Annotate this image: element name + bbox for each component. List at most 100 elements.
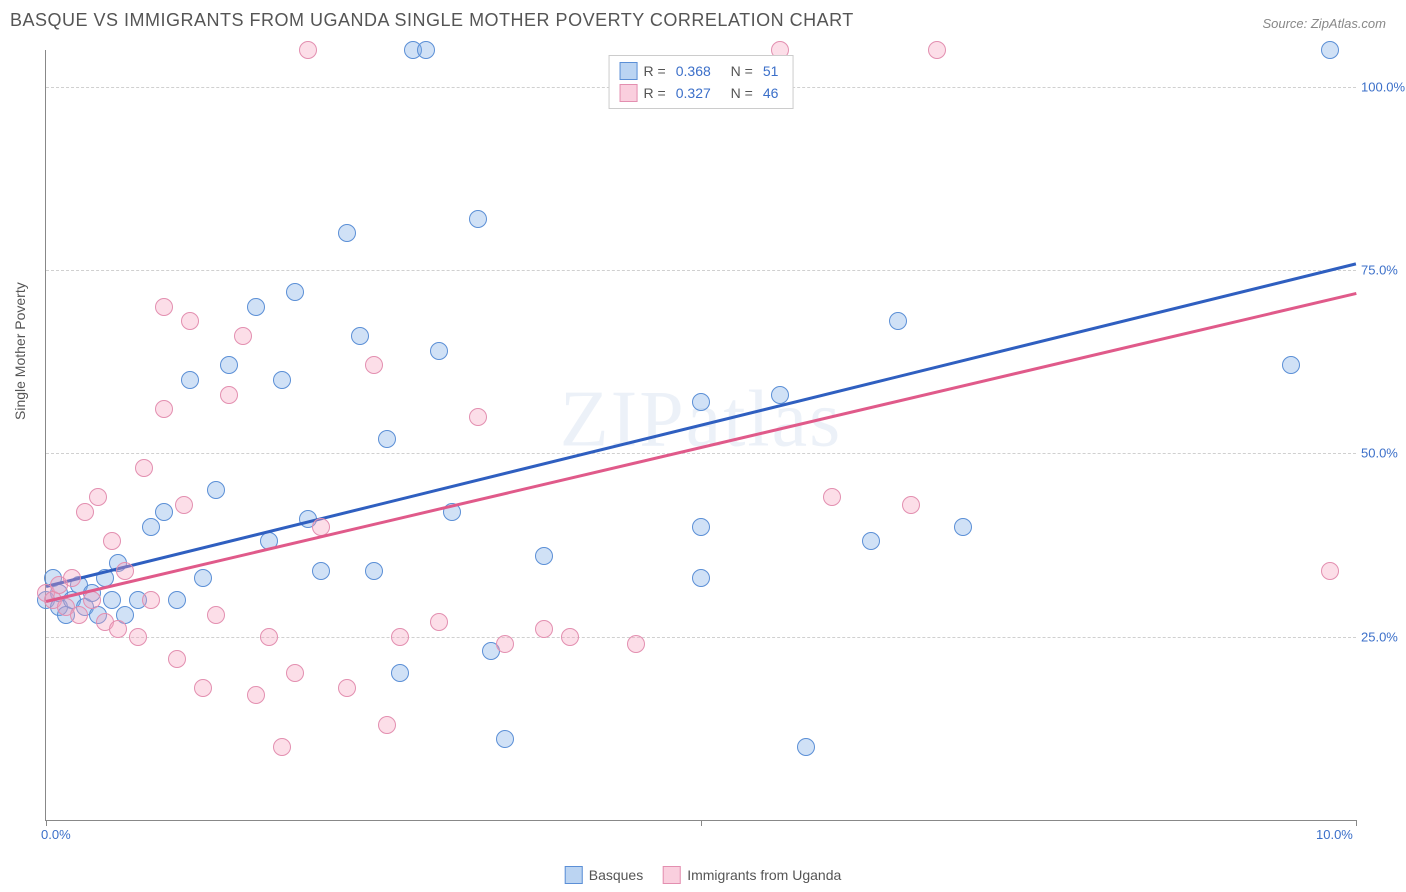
data-point <box>430 613 448 631</box>
swatch-pink <box>620 84 638 102</box>
data-point <box>247 298 265 316</box>
data-point <box>63 569 81 587</box>
gridline <box>46 270 1356 271</box>
legend-label: Immigrants from Uganda <box>687 867 841 883</box>
data-point <box>1282 356 1300 374</box>
data-point <box>417 41 435 59</box>
y-tick-label: 100.0% <box>1361 79 1406 94</box>
data-point <box>692 569 710 587</box>
source-link[interactable]: ZipAtlas.com <box>1311 16 1386 31</box>
x-tick <box>46 820 47 826</box>
data-point <box>207 606 225 624</box>
chart-title: BASQUE VS IMMIGRANTS FROM UGANDA SINGLE … <box>10 10 854 31</box>
data-point <box>155 298 173 316</box>
data-point <box>378 716 396 734</box>
data-point <box>1321 562 1339 580</box>
data-point <box>142 591 160 609</box>
data-point <box>168 650 186 668</box>
data-point <box>273 738 291 756</box>
data-point <box>627 635 645 653</box>
x-tick <box>701 820 702 826</box>
data-point <box>194 569 212 587</box>
data-point <box>70 606 88 624</box>
data-point <box>430 342 448 360</box>
data-point <box>116 562 134 580</box>
data-point <box>135 459 153 477</box>
legend-item: Basques <box>565 866 643 884</box>
data-point <box>234 327 252 345</box>
data-point <box>299 41 317 59</box>
data-point <box>692 393 710 411</box>
legend-item: Immigrants from Uganda <box>663 866 841 884</box>
data-point <box>273 371 291 389</box>
data-point <box>220 386 238 404</box>
data-point <box>469 210 487 228</box>
data-point <box>365 562 383 580</box>
data-point <box>207 481 225 499</box>
correlation-legend: R =0.368 N =51 R =0.327 N =46 <box>609 55 794 109</box>
swatch-blue <box>565 866 583 884</box>
data-point <box>194 679 212 697</box>
data-point <box>181 371 199 389</box>
data-point <box>823 488 841 506</box>
data-point <box>378 430 396 448</box>
data-point <box>260 628 278 646</box>
data-point <box>954 518 972 536</box>
legend-row: R =0.368 N =51 <box>620 60 783 82</box>
data-point <box>220 356 238 374</box>
data-point <box>103 532 121 550</box>
data-point <box>89 488 107 506</box>
data-point <box>286 664 304 682</box>
data-point <box>496 635 514 653</box>
legend-row: R =0.327 N =46 <box>620 82 783 104</box>
source-label: Source: ZipAtlas.com <box>1262 16 1386 31</box>
data-point <box>103 591 121 609</box>
y-tick-label: 75.0% <box>1361 263 1406 278</box>
data-point <box>862 532 880 550</box>
data-point <box>247 686 265 704</box>
data-point <box>181 312 199 330</box>
series-legend: Basques Immigrants from Uganda <box>565 866 842 884</box>
data-point <box>129 628 147 646</box>
data-point <box>109 620 127 638</box>
data-point <box>155 400 173 418</box>
gridline <box>46 453 1356 454</box>
data-point <box>902 496 920 514</box>
legend-label: Basques <box>589 867 643 883</box>
y-tick-label: 25.0% <box>1361 629 1406 644</box>
data-point <box>338 224 356 242</box>
data-point <box>561 628 579 646</box>
watermark: ZIPatlas <box>560 374 843 465</box>
data-point <box>83 591 101 609</box>
data-point <box>155 503 173 521</box>
gridline <box>46 637 1356 638</box>
data-point <box>338 679 356 697</box>
y-tick-label: 50.0% <box>1361 446 1406 461</box>
swatch-pink <box>663 866 681 884</box>
data-point <box>928 41 946 59</box>
data-point <box>1321 41 1339 59</box>
data-point <box>142 518 160 536</box>
x-tick-label: 10.0% <box>1316 827 1353 842</box>
data-point <box>168 591 186 609</box>
data-point <box>535 620 553 638</box>
data-point <box>771 386 789 404</box>
data-point <box>889 312 907 330</box>
x-tick-label: 0.0% <box>41 827 71 842</box>
x-tick <box>1356 820 1357 826</box>
trend-line <box>46 263 1357 588</box>
y-axis-title: Single Mother Poverty <box>12 282 28 420</box>
data-point <box>391 664 409 682</box>
data-point <box>365 356 383 374</box>
data-point <box>692 518 710 536</box>
swatch-blue <box>620 62 638 80</box>
data-point <box>797 738 815 756</box>
data-point <box>175 496 193 514</box>
data-point <box>76 503 94 521</box>
data-point <box>312 562 330 580</box>
data-point <box>469 408 487 426</box>
data-point <box>535 547 553 565</box>
data-point <box>496 730 514 748</box>
data-point <box>351 327 369 345</box>
data-point <box>286 283 304 301</box>
